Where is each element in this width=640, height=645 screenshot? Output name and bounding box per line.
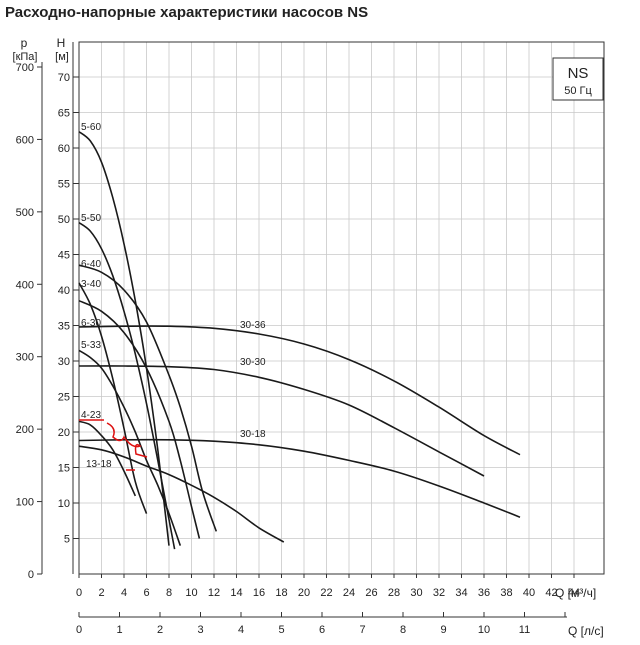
red-mark-squiggle — [106, 422, 148, 458]
pressure-tick-label-0: 0 — [28, 569, 34, 581]
head-tick-label-45: 45 — [58, 250, 70, 262]
head-tick-label-5: 5 — [64, 534, 70, 546]
head-tick-label-15: 15 — [58, 463, 70, 475]
x2-tick-label-8: 8 — [400, 624, 406, 636]
head-tick-label-40: 40 — [58, 285, 70, 297]
curve-4-23 — [78, 420, 137, 497]
x-tick-label-26: 26 — [365, 587, 377, 599]
legend-box — [552, 57, 604, 101]
curve-30-30 — [78, 365, 485, 477]
head-axis-unit: [м] — [55, 51, 69, 63]
x2-tick-label-1: 1 — [116, 624, 122, 636]
x-tick-label-22: 22 — [320, 587, 332, 599]
x2-tick-label-4: 4 — [238, 624, 244, 636]
x-tick-label-34: 34 — [455, 587, 467, 599]
curve-5-50 — [78, 221, 176, 550]
x2-tick-label-2: 2 — [157, 624, 163, 636]
axis-layer: 0 2 4 6 8 10 12 14 16 18 20 22 24 26 28 30 32 34 36 38 40 42 4… — [16, 42, 580, 636]
curve-30-36 — [78, 325, 521, 456]
curve-3-40 — [78, 282, 148, 514]
legend-box-line1: NS — [568, 65, 589, 82]
pressure-tick-label-600: 600 — [16, 134, 34, 146]
x-tick-label-38: 38 — [500, 587, 512, 599]
x2-axis-title: Q [л/с] — [568, 624, 604, 638]
x2-tick-label-5: 5 — [278, 624, 284, 636]
head-tick-label-55: 55 — [58, 179, 70, 191]
head-tick-label-25: 25 — [58, 392, 70, 404]
red-annotation-marks — [79, 419, 148, 471]
x2-tick-label-9: 9 — [440, 624, 446, 636]
x-tick-label-36: 36 — [478, 587, 490, 599]
x-tick-label-20: 20 — [298, 587, 310, 599]
curve-6-40 — [78, 264, 218, 532]
head-tick-label-70: 70 — [58, 72, 70, 84]
x-tick-label-28: 28 — [388, 587, 400, 599]
x-axis-title: Q [м³/ч] — [555, 586, 596, 600]
x-tick-label-42: 42 — [545, 587, 557, 599]
pressure-tick-label-400: 400 — [16, 279, 34, 291]
series-label-30-18: 30-18 — [240, 429, 266, 440]
x2-tick-label-10: 10 — [478, 624, 490, 636]
curve-13-18 — [78, 445, 285, 543]
x-tick-label-14: 14 — [230, 587, 242, 599]
x-tick-label-40: 40 — [523, 587, 535, 599]
curve-5-33 — [78, 349, 182, 546]
pressure-tick-label-500: 500 — [16, 207, 34, 219]
series-label-30-30: 30-30 — [240, 357, 266, 368]
head-tick-label-65: 65 — [58, 108, 70, 120]
x2-tick-label-11: 11 — [519, 624, 530, 636]
pressure-axis-unit: [кПа] — [13, 51, 38, 63]
curve-30-18 — [78, 438, 521, 518]
label-layer: 5-60 5-50 6-40 3-40 6-30 5-33 4-23 13-18 30-36 30… — [81, 122, 266, 470]
series-label-3-40: 3-40 — [81, 279, 101, 290]
x-tick-label-12: 12 — [208, 587, 220, 599]
series-label-5-50: 5-50 — [81, 213, 101, 224]
x-tick-label-44: 44 — [568, 587, 580, 599]
x-tick-label-6: 6 — [143, 587, 149, 599]
x-tick-label-0: 0 — [76, 587, 82, 599]
x-tick-label-16: 16 — [253, 587, 265, 599]
x-tick-label-8: 8 — [166, 587, 172, 599]
series-label-6-40: 6-40 — [81, 259, 101, 270]
x-tick-label-4: 4 — [121, 587, 127, 599]
chart-title: Расходно-напорные характеристики насосов… — [5, 4, 369, 21]
x-tick-label-32: 32 — [433, 587, 445, 599]
series-label-30-36: 30-36 — [240, 320, 266, 331]
series-layer — [78, 131, 521, 550]
pressure-tick-label-700: 700 — [16, 62, 34, 74]
series-label-4-23: 4-23 — [81, 410, 101, 421]
x2-tick-label-3: 3 — [197, 624, 203, 636]
head-tick-label-60: 60 — [58, 143, 70, 155]
pressure-tick-label-300: 300 — [16, 352, 34, 364]
x-tick-label-24: 24 — [343, 587, 355, 599]
x-tick-label-2: 2 — [98, 587, 104, 599]
x2-tick-label-0: 0 — [76, 624, 82, 636]
series-label-5-60: 5-60 — [81, 122, 101, 133]
head-tick-label-10: 10 — [58, 498, 70, 510]
pressure-tick-label-200: 200 — [16, 424, 34, 436]
head-tick-label-35: 35 — [58, 321, 70, 333]
curve-6-30 — [78, 299, 201, 539]
head-tick-label-20: 20 — [58, 427, 70, 439]
x-tick-label-30: 30 — [410, 587, 422, 599]
series-label-5-33: 5-33 — [81, 340, 101, 351]
head-tick-label-30: 30 — [58, 356, 70, 368]
x2-tick-label-7: 7 — [359, 624, 365, 636]
head-tick-label-50: 50 — [58, 214, 70, 226]
x-tick-label-18: 18 — [275, 587, 287, 599]
x-tick-label-10: 10 — [185, 587, 197, 599]
series-label-13-18: 13-18 — [86, 459, 112, 470]
grid-layer — [79, 42, 604, 574]
legend-box-line2: 50 Гц — [564, 85, 592, 97]
pressure-tick-label-100: 100 — [16, 497, 34, 509]
pressure-axis-symbol: p — [21, 36, 28, 50]
head-axis-symbol: H — [57, 36, 66, 50]
series-label-6-30: 6-30 — [81, 318, 101, 329]
plot-area-border — [78, 41, 605, 575]
x2-tick-label-6: 6 — [319, 624, 325, 636]
